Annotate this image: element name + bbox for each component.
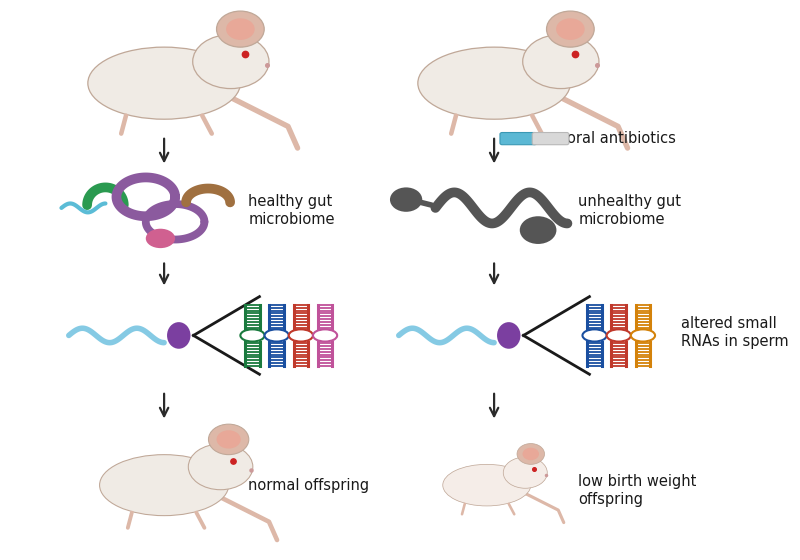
Ellipse shape [193,35,269,88]
Text: low birth weight
offspring: low birth weight offspring [578,474,697,507]
Text: normal offspring: normal offspring [249,478,370,493]
Circle shape [226,18,254,40]
Ellipse shape [188,444,253,489]
Ellipse shape [240,329,265,342]
Ellipse shape [167,322,190,349]
Ellipse shape [313,329,337,342]
FancyBboxPatch shape [500,133,537,144]
Circle shape [390,188,422,212]
Circle shape [217,11,264,47]
Circle shape [217,430,241,449]
Text: healthy gut
microbiome: healthy gut microbiome [249,194,335,227]
Text: oral antibiotics: oral antibiotics [567,131,676,146]
Ellipse shape [522,35,599,88]
Text: unhealthy gut
microbiome: unhealthy gut microbiome [578,194,682,227]
Ellipse shape [265,329,289,342]
FancyBboxPatch shape [532,133,569,144]
Ellipse shape [631,329,655,342]
Circle shape [517,444,545,464]
Circle shape [520,216,557,244]
Circle shape [546,11,594,47]
Circle shape [209,424,249,455]
Circle shape [556,18,585,40]
Text: altered small
RNAs in sperm: altered small RNAs in sperm [681,316,789,349]
Ellipse shape [99,455,229,516]
Ellipse shape [606,329,631,342]
Ellipse shape [503,457,547,488]
Ellipse shape [146,228,175,248]
Ellipse shape [582,329,606,342]
Ellipse shape [88,47,240,119]
Ellipse shape [289,329,313,342]
Circle shape [522,447,539,460]
Ellipse shape [442,464,530,506]
Ellipse shape [497,322,521,349]
Ellipse shape [418,47,570,119]
